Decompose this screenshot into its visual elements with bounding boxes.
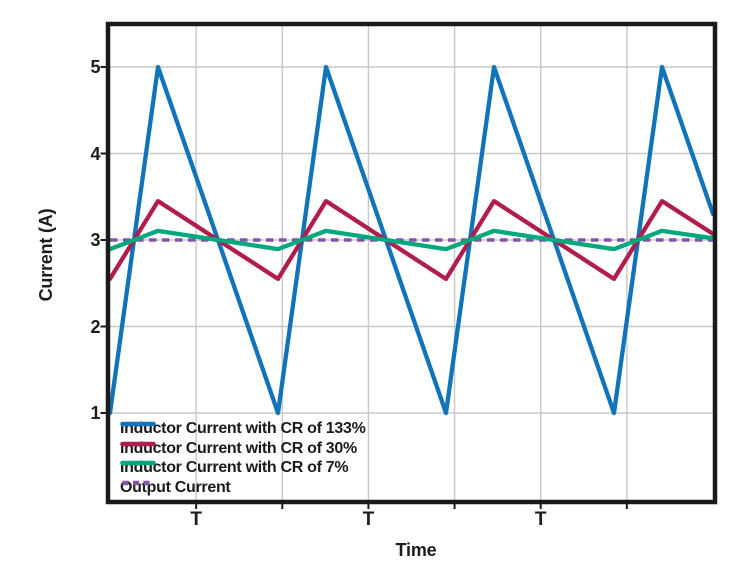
legend-swatch-line (122, 480, 154, 486)
legend-item: Inductor Current with CR of 30% (120, 440, 357, 458)
legend-swatch-line (120, 421, 156, 427)
legend-item: Inductor Current with CR of 7% (120, 459, 349, 477)
y-tick-label: 3 (90, 230, 100, 250)
legend-item: Output Current (120, 479, 231, 497)
legend-label: Inductor Current with CR of 133% (120, 420, 366, 437)
y-tick-label: 2 (90, 316, 100, 337)
y-tick-label: 5 (90, 57, 100, 77)
y-axis-title: Current (A) (36, 208, 56, 302)
series-line-2 (107, 228, 716, 252)
x-axis-title: Time (395, 540, 437, 560)
series-line-1 (107, 198, 716, 282)
legend-item: Inductor Current with CR of 133% (120, 420, 366, 438)
y-tick-label: 4 (90, 143, 100, 164)
legend-swatch-line (120, 460, 156, 466)
legend-label: Inductor Current with CR of 7% (120, 459, 349, 477)
plot-border (105, 21, 718, 505)
x-tick-label: T (190, 509, 202, 530)
legend-label: Inductor Current with CR of 30% (120, 439, 357, 457)
series-line-0 (107, 64, 716, 416)
x-tick-label: T (534, 509, 547, 530)
y-tick-label: 1 (90, 403, 100, 423)
x-tick-label: T (362, 509, 375, 530)
legend-swatch-line (120, 441, 156, 446)
